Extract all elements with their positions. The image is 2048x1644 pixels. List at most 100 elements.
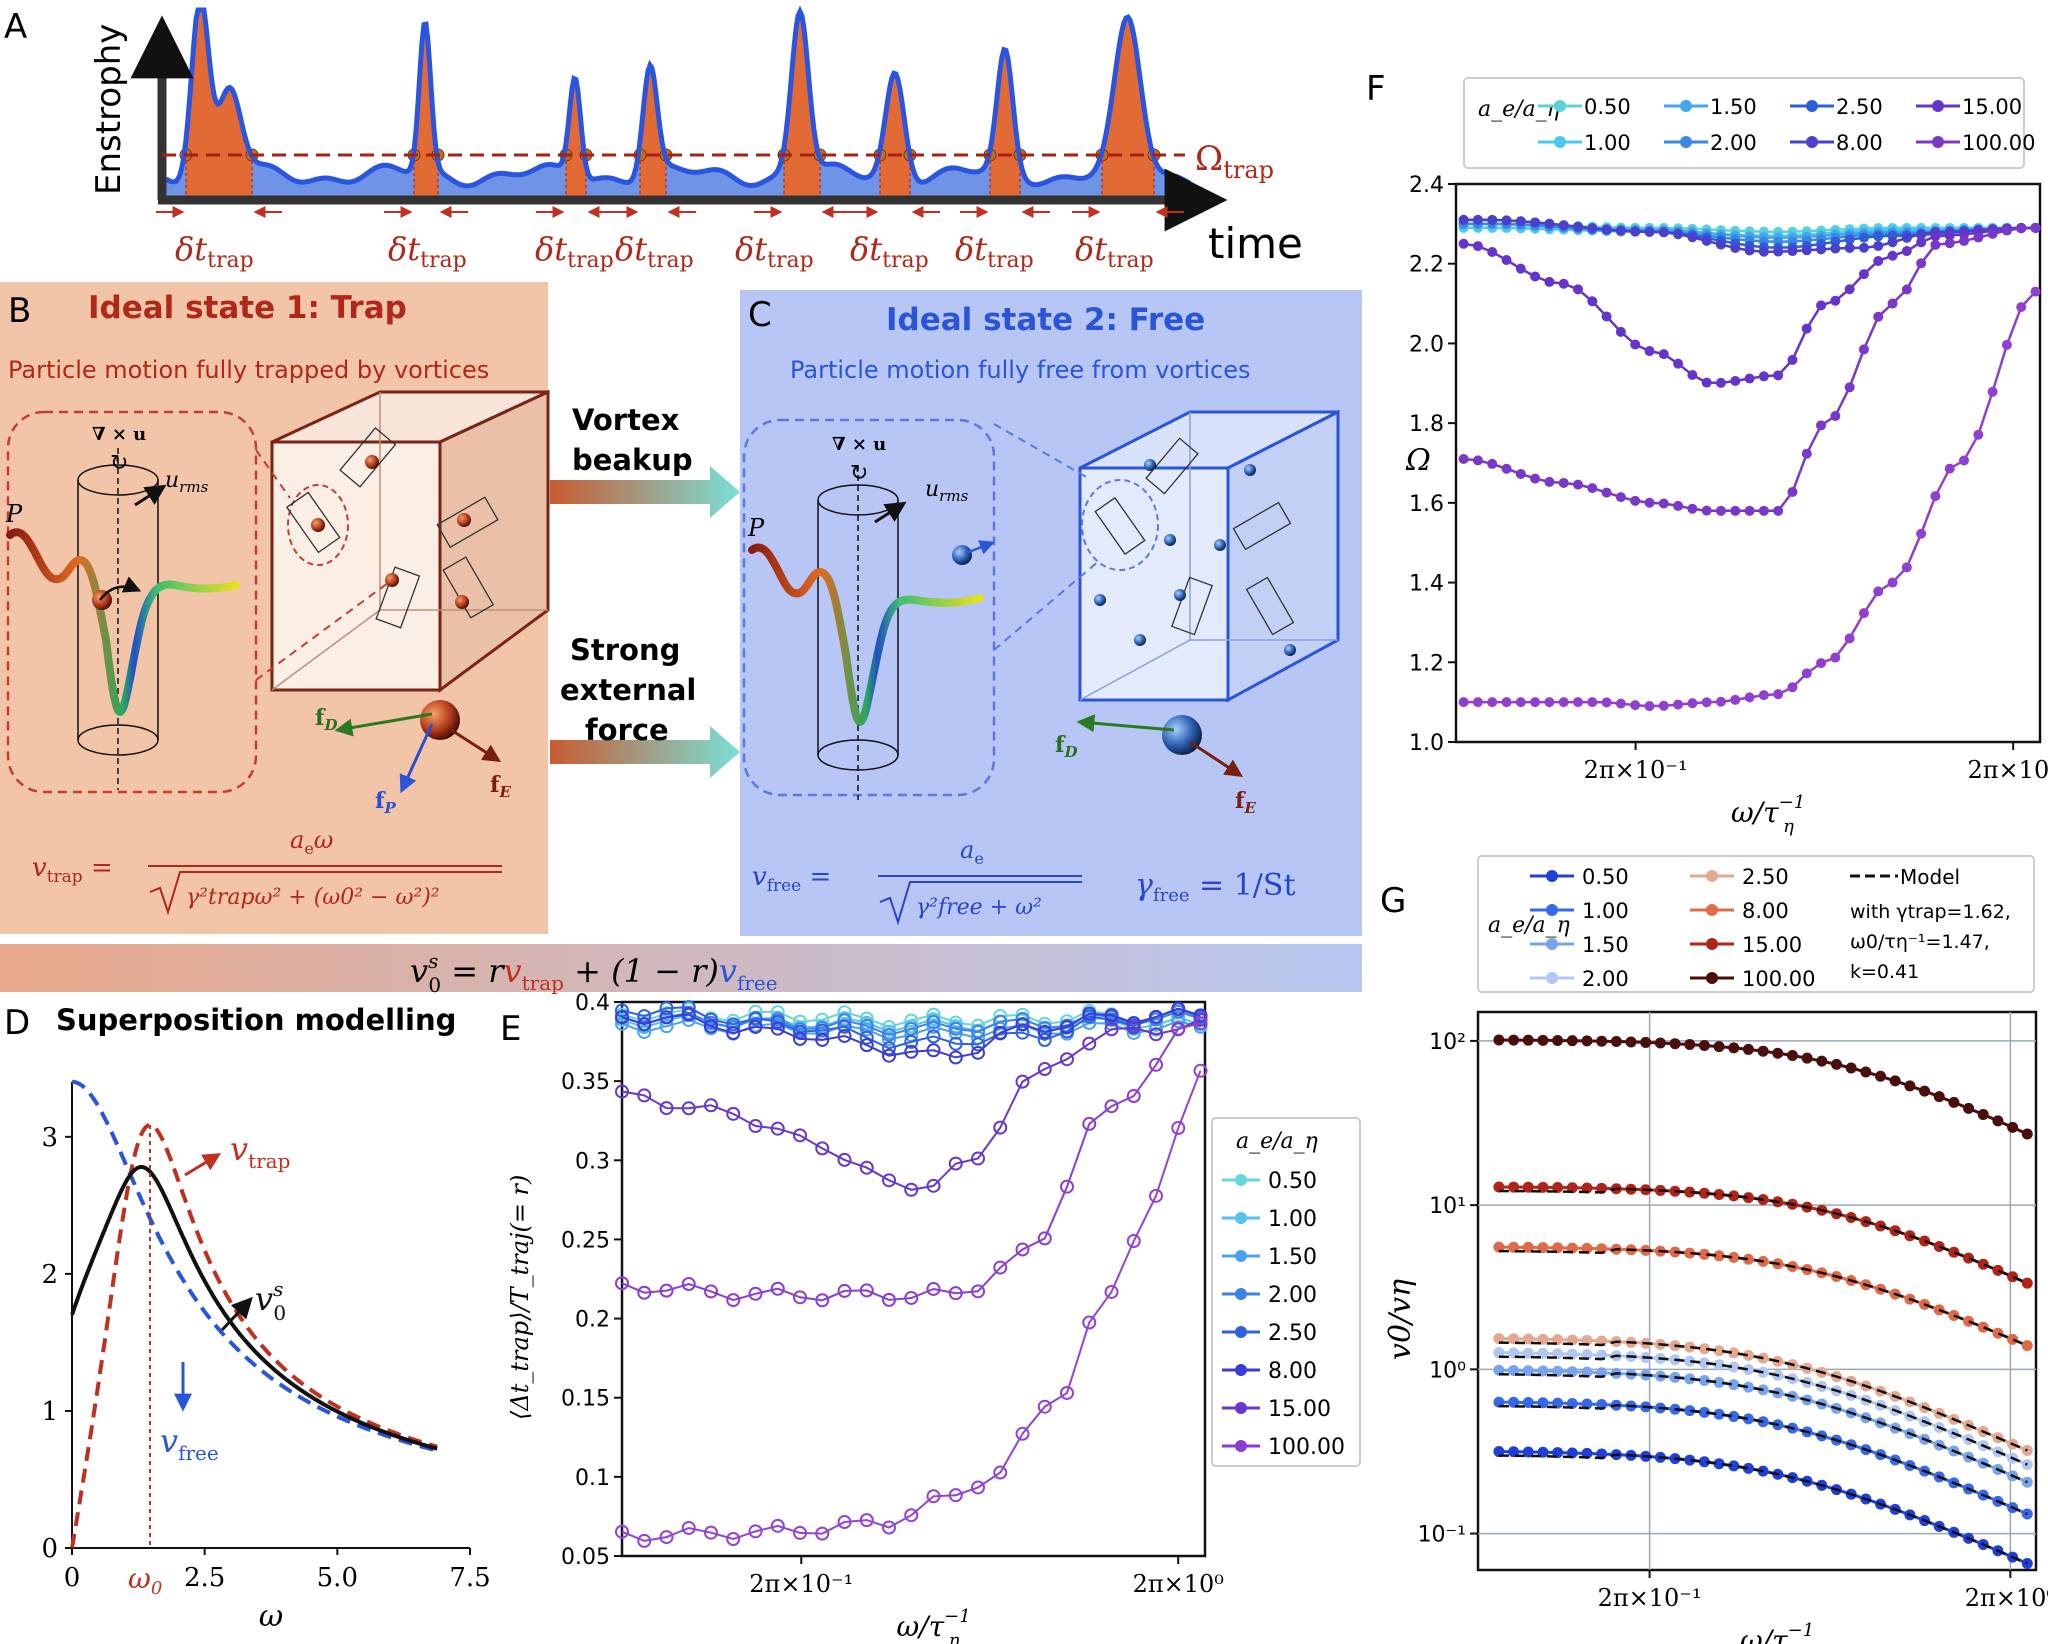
trap-cube <box>270 389 550 693</box>
free-fE-label: fE <box>1235 788 1256 817</box>
chart-e-series-2.50 <box>621 1006 1201 1050</box>
chart-f-point <box>1544 276 1555 287</box>
chart-e-point <box>904 1508 919 1523</box>
free-fD-label: fD <box>1055 732 1077 761</box>
chart-e-legend-label: 100.00 <box>1268 1435 1345 1460</box>
chart-g-legend-label: 2.50 <box>1742 865 1789 889</box>
chart-e-point <box>770 1281 785 1296</box>
chart-f-point <box>1916 237 1927 248</box>
dt-trap-label: δttrap <box>850 230 929 273</box>
chart-g-point <box>1742 1043 1754 1055</box>
trap-orbit-arrow <box>99 576 142 601</box>
chart-g-model-line <box>1498 1403 2028 1516</box>
chart-g-point <box>1698 1187 1710 1199</box>
chart-f-ytick-label: 1.4 <box>1409 572 1444 597</box>
chart-f-point <box>1858 232 1869 243</box>
chart-g-point <box>1684 1373 1696 1385</box>
dt-trap-label: δttrap <box>1075 230 1154 273</box>
chart-g-model-line <box>1498 1372 2028 1484</box>
chart-f-point <box>1858 242 1869 253</box>
panel-c-subtitle: Particle motion fully free from vortices <box>790 356 1251 384</box>
chart-e-point <box>859 1038 874 1053</box>
chart-e-point <box>1037 1033 1052 1048</box>
chart-f-point <box>1715 505 1726 516</box>
chart-f-legend-label: 2.00 <box>1710 131 1757 155</box>
chart-e-point <box>659 1019 674 1034</box>
panel-a-letter: A <box>4 7 27 47</box>
chart-e-legend-label: 15.00 <box>1268 1397 1331 1422</box>
v-free-label-sub: free <box>178 1441 219 1465</box>
chart-e-point <box>948 1488 963 1503</box>
chart-f-series-100.00b <box>1463 290 2037 708</box>
chart-f-legend-label: 0.50 <box>1584 95 1631 119</box>
chart-f-legend-marker <box>1806 100 1818 112</box>
chart-f-point <box>1558 477 1569 488</box>
chart-f-point <box>1658 227 1669 238</box>
chart-e-point <box>1193 1008 1208 1023</box>
chart-e-point <box>726 1532 741 1547</box>
vortex-label-2: beakup <box>572 443 693 477</box>
chart-g-point <box>1713 1359 1725 1371</box>
chart-g-point <box>1654 1037 1666 1049</box>
omega0-symbol: ω <box>128 1562 151 1595</box>
trap-fP-label: fP <box>375 788 396 817</box>
chart-f-point <box>1873 586 1884 597</box>
chart-f-ylabel: Ω <box>1405 443 1431 478</box>
chart-e-point <box>859 1160 874 1175</box>
chart-e-point <box>615 1276 629 1291</box>
omega0-sub: 0 <box>151 1578 162 1599</box>
chart-e-point <box>837 1283 852 1298</box>
chart-g-point <box>1948 1246 1960 1258</box>
chart-e-point <box>726 1293 741 1308</box>
chart-g-ytick-label: 10⁻¹ <box>1418 1523 1466 1548</box>
chart-e-ytick-label: 0.1 <box>575 1466 610 1491</box>
chart-f-point <box>1773 505 1784 516</box>
chart-e-point <box>882 1292 897 1307</box>
chart-g-point <box>1625 1036 1637 1048</box>
chart-g-point <box>1742 1253 1754 1265</box>
chart-f-point <box>1472 455 1483 466</box>
chart-e-legend-label: 1.00 <box>1268 1207 1317 1232</box>
chart-g-legend-marker <box>1706 972 1718 984</box>
chart-d-xtick-label: 2.5 <box>184 1563 225 1593</box>
chart-e-point <box>971 1151 986 1166</box>
chart-f-point <box>1472 241 1483 252</box>
chart-g-point <box>1728 1361 1740 1373</box>
chart-e-point <box>770 1021 785 1036</box>
chart-e-point <box>726 1017 741 1032</box>
chart-e-point <box>748 1019 763 1034</box>
v-free-line <box>71 1079 438 1453</box>
chart-e-legend-marker <box>1235 1288 1247 1300</box>
dt-sub: trap <box>882 248 929 273</box>
trap-potential-curve <box>6 528 240 717</box>
chart-f-point <box>2001 339 2012 350</box>
chart-f-point <box>1873 311 1884 322</box>
chart-e-point <box>971 1284 986 1299</box>
chart-g-point <box>1596 1035 1608 1047</box>
chart-f-ytick-label: 2.0 <box>1409 332 1444 357</box>
chart-f-point <box>1630 700 1641 711</box>
chart-g-legend-label: 1.50 <box>1582 933 1629 957</box>
chart-e-point <box>659 1283 674 1298</box>
superposition-band: vs 0 = rvtrap + (1 − r)vfree <box>0 944 1362 997</box>
panel-f: F 2π×10⁻¹ 2π×10⁰ 1.0 1.2 1.4 1.6 1.8 2.0 2.2 2.4 ω… <box>1366 69 2048 837</box>
chart-g-point <box>1713 1408 1725 1420</box>
chart-e-legend-marker <box>1235 1440 1247 1452</box>
chart-f-point <box>1487 246 1498 257</box>
chart-f-point <box>1787 354 1798 365</box>
chart-f-point <box>1515 263 1526 274</box>
chart-g-point <box>1508 1181 1520 1193</box>
chart-f-point <box>1587 697 1598 708</box>
chart-f-legend-marker <box>1680 136 1692 148</box>
chart-g-point <box>1522 1181 1534 1193</box>
chart-e-point <box>948 1036 963 1051</box>
chart-e-point <box>882 1048 897 1063</box>
chart-e-frame <box>620 1000 1207 1558</box>
chart-f-point <box>1901 246 1912 257</box>
chart-f-point <box>1515 697 1526 708</box>
chart-g-point <box>1698 1248 1710 1260</box>
chart-f-point <box>1615 492 1626 503</box>
chart-f-point <box>1744 692 1755 703</box>
chart-g-point <box>1493 1364 1505 1376</box>
chart-e-point <box>1126 1234 1141 1249</box>
